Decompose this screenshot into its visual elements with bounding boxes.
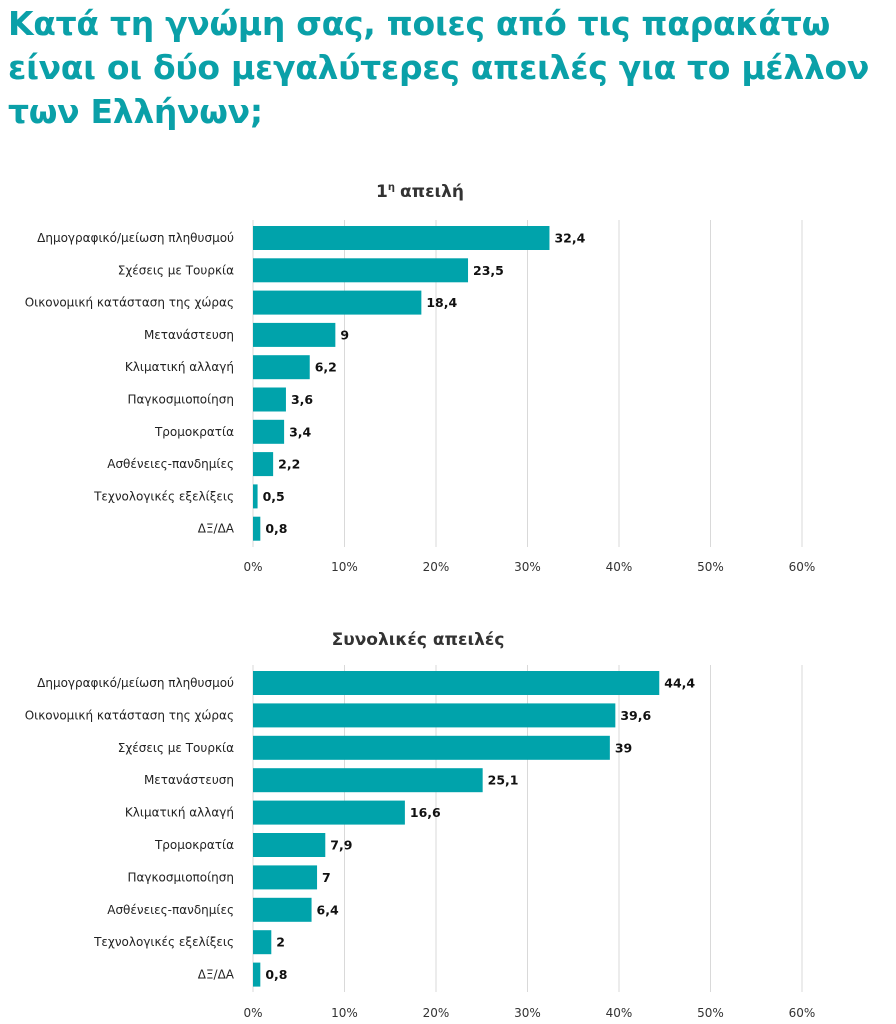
x-tick-label: 30%: [514, 560, 541, 574]
x-tick-label: 40%: [606, 560, 633, 574]
bar: [253, 484, 258, 509]
bar: [253, 671, 660, 695]
category-label: Ασθένειες-πανδημίες: [107, 457, 234, 471]
value-label: 6,2: [315, 360, 337, 375]
x-tick-label: 20%: [423, 560, 450, 574]
value-label: 0,8: [265, 967, 287, 982]
bar: [253, 322, 336, 347]
category-label: Μετανάστευση: [144, 773, 234, 787]
value-label: 44,4: [664, 676, 695, 691]
bar: [253, 865, 318, 890]
x-tick-label: 10%: [331, 1006, 358, 1020]
bar: [253, 897, 312, 922]
value-label: 39: [615, 740, 632, 755]
category-label: Παγκοσμιοποίηση: [127, 870, 234, 884]
bar: [253, 226, 550, 250]
value-label: 23,5: [473, 263, 504, 278]
x-tick-label: 0%: [243, 560, 262, 574]
bar: [253, 962, 261, 987]
x-tick-label: 40%: [606, 1006, 633, 1020]
bar: [253, 703, 616, 728]
bar: [253, 768, 483, 793]
x-tick-label: 20%: [423, 1006, 450, 1020]
category-label: Κλιματική αλλαγή: [125, 806, 234, 820]
category-label: Μετανάστευση: [144, 328, 234, 342]
x-tick-label: 30%: [514, 1006, 541, 1020]
value-label: 32,4: [554, 231, 585, 246]
x-tick-label: 10%: [331, 560, 358, 574]
chart-title-suffix: απειλή: [400, 182, 464, 202]
category-label: Κλιματική αλλαγή: [125, 360, 234, 374]
category-label: Δημογραφικό/μείωση πληθυσμού: [37, 676, 234, 690]
value-label: 25,1: [488, 773, 519, 788]
category-label: Τρομοκρατία: [154, 425, 234, 439]
category-label: Τεχνολογικές εξελίξεις: [93, 489, 234, 503]
value-label: 2,2: [278, 457, 300, 472]
value-label: 3,4: [289, 424, 311, 439]
category-label: Ασθένειες-πανδημίες: [107, 903, 234, 917]
bar: [253, 290, 422, 315]
category-label: Τρομοκρατία: [154, 838, 234, 852]
bar: [253, 930, 272, 955]
x-tick-label: 60%: [789, 1006, 816, 1020]
x-tick-label: 0%: [243, 1006, 262, 1020]
value-label: 16,6: [410, 805, 441, 820]
value-label: 3,6: [291, 392, 313, 407]
category-label: Οικονομική κατάσταση της χώρας: [25, 296, 234, 310]
category-label: Τεχνολογικές εξελίξεις: [93, 935, 234, 949]
bar: [253, 800, 405, 825]
category-label: Σχέσεις με Τουρκία: [118, 263, 234, 277]
bar: [253, 419, 285, 444]
x-tick-label: 60%: [789, 560, 816, 574]
category-label: Οικονομική κατάσταση της χώρας: [25, 708, 234, 722]
value-label: 18,4: [426, 295, 457, 310]
category-label: Παγκοσμιοποίηση: [127, 393, 234, 407]
category-label: ΔΞ/ΔΑ: [198, 968, 235, 982]
chart-title: 1η απειλή: [376, 182, 464, 202]
bar: [253, 452, 274, 477]
bar: [253, 258, 469, 283]
category-label: Σχέσεις με Τουρκία: [118, 741, 234, 755]
chart-first-threat-svg: 1η απειλή 0% 10% 20% 30% 40% 50% 60% Δημογραφικό/…: [25, 182, 816, 574]
chart-title: Συνολικές απειλές: [332, 630, 505, 650]
value-label: 6,4: [317, 902, 339, 917]
value-label: 7,9: [330, 838, 352, 853]
chart-total-threats-svg: Συνολικές απειλές 0% 10% 20% 30% 40% 50% 60% Δημ…: [25, 630, 816, 1020]
value-label: 0,8: [265, 521, 287, 536]
value-label: 2: [276, 935, 285, 950]
chart-title-superscript: η: [388, 182, 395, 193]
bar: [253, 735, 610, 760]
bar: [253, 516, 261, 541]
value-label: 0,5: [263, 489, 285, 504]
bar: [253, 833, 326, 857]
category-label: Δημογραφικό/μείωση πληθυσμού: [37, 231, 234, 245]
page-title: Κατά τη γνώμη σας, ποιες από τις παρακάτ…: [8, 4, 870, 131]
value-label: 9: [340, 327, 349, 342]
chart-total-threats: Συνολικές απειλές 0% 10% 20% 30% 40% 50% 60% Δημ…: [0, 620, 896, 1024]
chart-first-threat: 1η απειλή 0% 10% 20% 30% 40% 50% 60% Δημογραφικό/…: [0, 175, 896, 590]
bar: [253, 387, 286, 412]
x-tick-label: 50%: [697, 560, 724, 574]
x-tick-label: 50%: [697, 1006, 724, 1020]
value-label: 7: [322, 870, 331, 885]
bar: [253, 355, 310, 380]
value-label: 39,6: [620, 708, 651, 723]
category-label: ΔΞ/ΔΑ: [198, 522, 235, 536]
